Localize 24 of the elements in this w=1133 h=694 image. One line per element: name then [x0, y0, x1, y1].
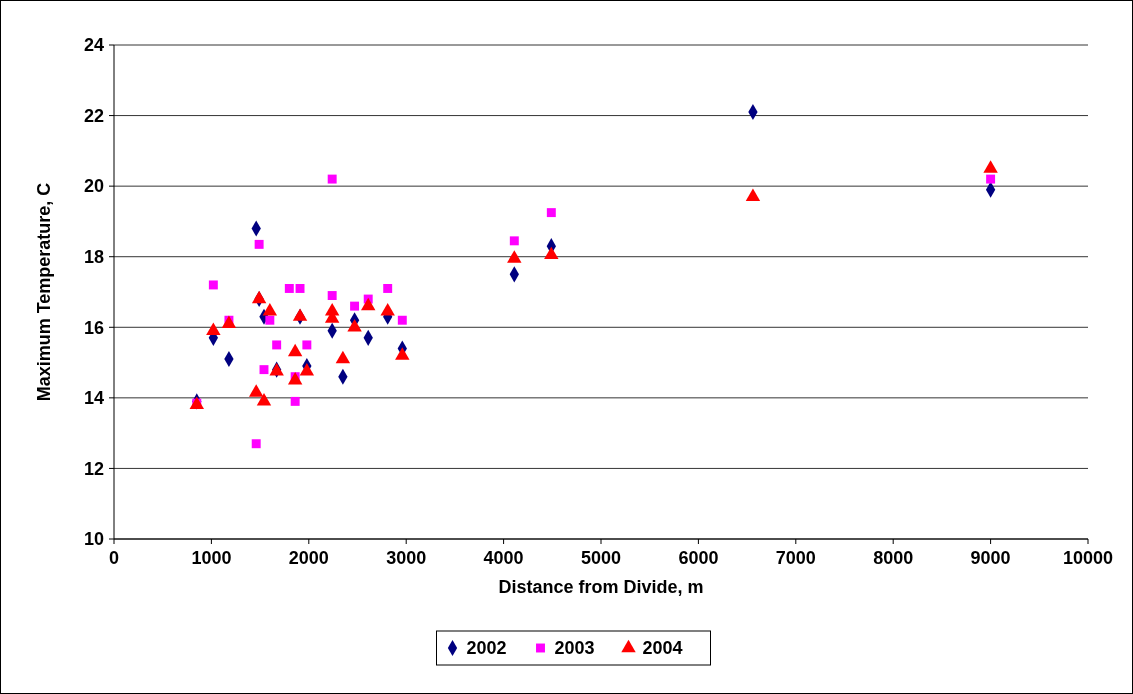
legend-label: 2004	[642, 638, 683, 659]
legend-label: 2002	[466, 638, 507, 659]
x-axis-title: Distance from Divide, m	[498, 577, 704, 597]
y-axis-title: Maximum Temperature, C	[34, 182, 54, 402]
x-tick-label: 7000	[775, 548, 816, 568]
x-tick-label: 9000	[970, 548, 1011, 568]
x-tick-label: 10000	[1062, 548, 1114, 568]
y-tick-label: 14	[83, 388, 104, 409]
y-tick-label: 20	[83, 176, 104, 197]
y-tick-label: 12	[83, 458, 104, 479]
x-tick-label: 4000	[483, 548, 524, 568]
y-tick-label: 18	[83, 247, 104, 268]
x-tick-label: 6000	[678, 548, 719, 568]
x-tick-label: 2000	[288, 548, 329, 568]
x-tick-label: 1000	[191, 548, 232, 568]
y-tick-label: 22	[83, 105, 104, 126]
x-tick-label: 0	[108, 548, 120, 568]
y-tick-label: 16	[83, 317, 104, 338]
y-tick-label: 10	[83, 529, 104, 550]
x-tick-label: 8000	[873, 548, 914, 568]
x-tick-label: 3000	[386, 548, 427, 568]
y-tick-label: 24	[83, 35, 104, 56]
x-tick-label: 5000	[580, 548, 622, 568]
legend-label: 2003	[554, 638, 595, 659]
